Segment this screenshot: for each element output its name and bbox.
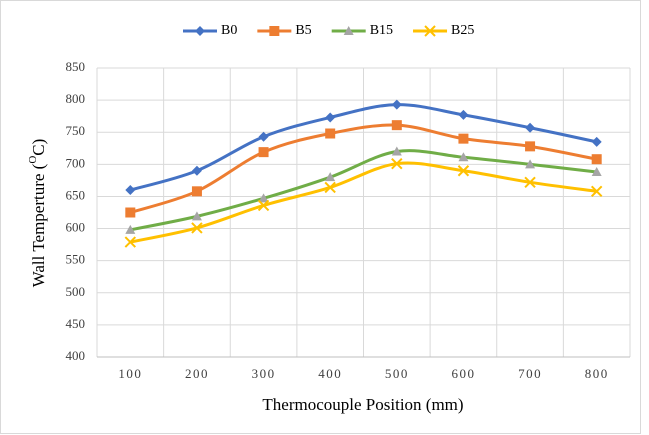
series-line bbox=[130, 161, 597, 244]
y-axis-title-superscript: O bbox=[27, 156, 39, 164]
x-tick-label: 600 bbox=[451, 366, 475, 381]
marker bbox=[191, 211, 202, 221]
legend-marker bbox=[424, 25, 436, 37]
legend-marker bbox=[269, 26, 280, 36]
marker bbox=[258, 193, 269, 203]
marker bbox=[591, 136, 602, 147]
marker bbox=[590, 185, 603, 198]
marker bbox=[191, 165, 202, 176]
marker bbox=[124, 236, 137, 248]
legend-marker bbox=[195, 26, 205, 36]
x-tick-label: 800 bbox=[585, 366, 609, 381]
x-tick-label: 700 bbox=[518, 366, 542, 381]
marker bbox=[391, 99, 402, 110]
y-tick-label: 750 bbox=[66, 123, 86, 138]
y-tick-label: 500 bbox=[66, 284, 86, 299]
series-line bbox=[130, 149, 597, 232]
legend-marker bbox=[343, 26, 354, 35]
marker bbox=[591, 167, 602, 177]
marker bbox=[125, 185, 136, 196]
legend: B0 B5 B15 B25 bbox=[183, 23, 474, 38]
marker bbox=[258, 131, 269, 142]
marker bbox=[325, 172, 336, 182]
marker bbox=[458, 152, 469, 162]
marker bbox=[524, 176, 536, 189]
y-tick-label: 550 bbox=[66, 252, 86, 267]
x-tick-label: 200 bbox=[185, 366, 209, 381]
marker bbox=[125, 207, 136, 218]
marker bbox=[324, 181, 336, 194]
x-tick-label: 500 bbox=[385, 366, 409, 381]
x-tick-label: 300 bbox=[252, 366, 276, 381]
y-tick-label: 700 bbox=[66, 155, 86, 170]
marker bbox=[458, 133, 469, 144]
x-tick-label: 400 bbox=[318, 366, 342, 381]
marker bbox=[458, 109, 469, 120]
marker bbox=[391, 146, 402, 156]
marker bbox=[391, 120, 402, 131]
marker bbox=[591, 154, 602, 165]
y-axis-title: Wall Temperture (OC) bbox=[27, 139, 48, 288]
y-tick-label: 650 bbox=[66, 187, 86, 202]
marker bbox=[391, 157, 403, 170]
legend-label: B0 bbox=[221, 23, 237, 38]
marker bbox=[525, 122, 536, 133]
y-tick-label: 600 bbox=[66, 220, 86, 235]
legend-label: B25 bbox=[451, 23, 474, 38]
marker bbox=[191, 186, 202, 197]
y-axis-title-part: Wall Temperture ( bbox=[29, 163, 48, 287]
marker bbox=[457, 165, 470, 177]
marker bbox=[525, 141, 536, 152]
y-axis-title-part: C) bbox=[29, 139, 48, 156]
marker bbox=[525, 159, 536, 169]
x-tick-label: 100 bbox=[118, 366, 142, 381]
marker bbox=[257, 199, 270, 212]
series-line bbox=[129, 103, 597, 192]
marker bbox=[325, 112, 336, 123]
marker bbox=[191, 222, 203, 234]
legend-label: B5 bbox=[295, 23, 311, 38]
marker bbox=[125, 224, 136, 234]
y-tick-label: 800 bbox=[66, 91, 86, 106]
series-line bbox=[129, 123, 597, 214]
y-tick-label: 450 bbox=[66, 316, 86, 331]
legend-label: B15 bbox=[370, 23, 393, 38]
y-tick-label: 850 bbox=[66, 59, 86, 74]
marker bbox=[258, 147, 269, 158]
x-axis-title: Thermocouple Position (mm) bbox=[262, 395, 463, 414]
y-tick-label: 400 bbox=[66, 348, 86, 363]
marker bbox=[325, 128, 336, 139]
